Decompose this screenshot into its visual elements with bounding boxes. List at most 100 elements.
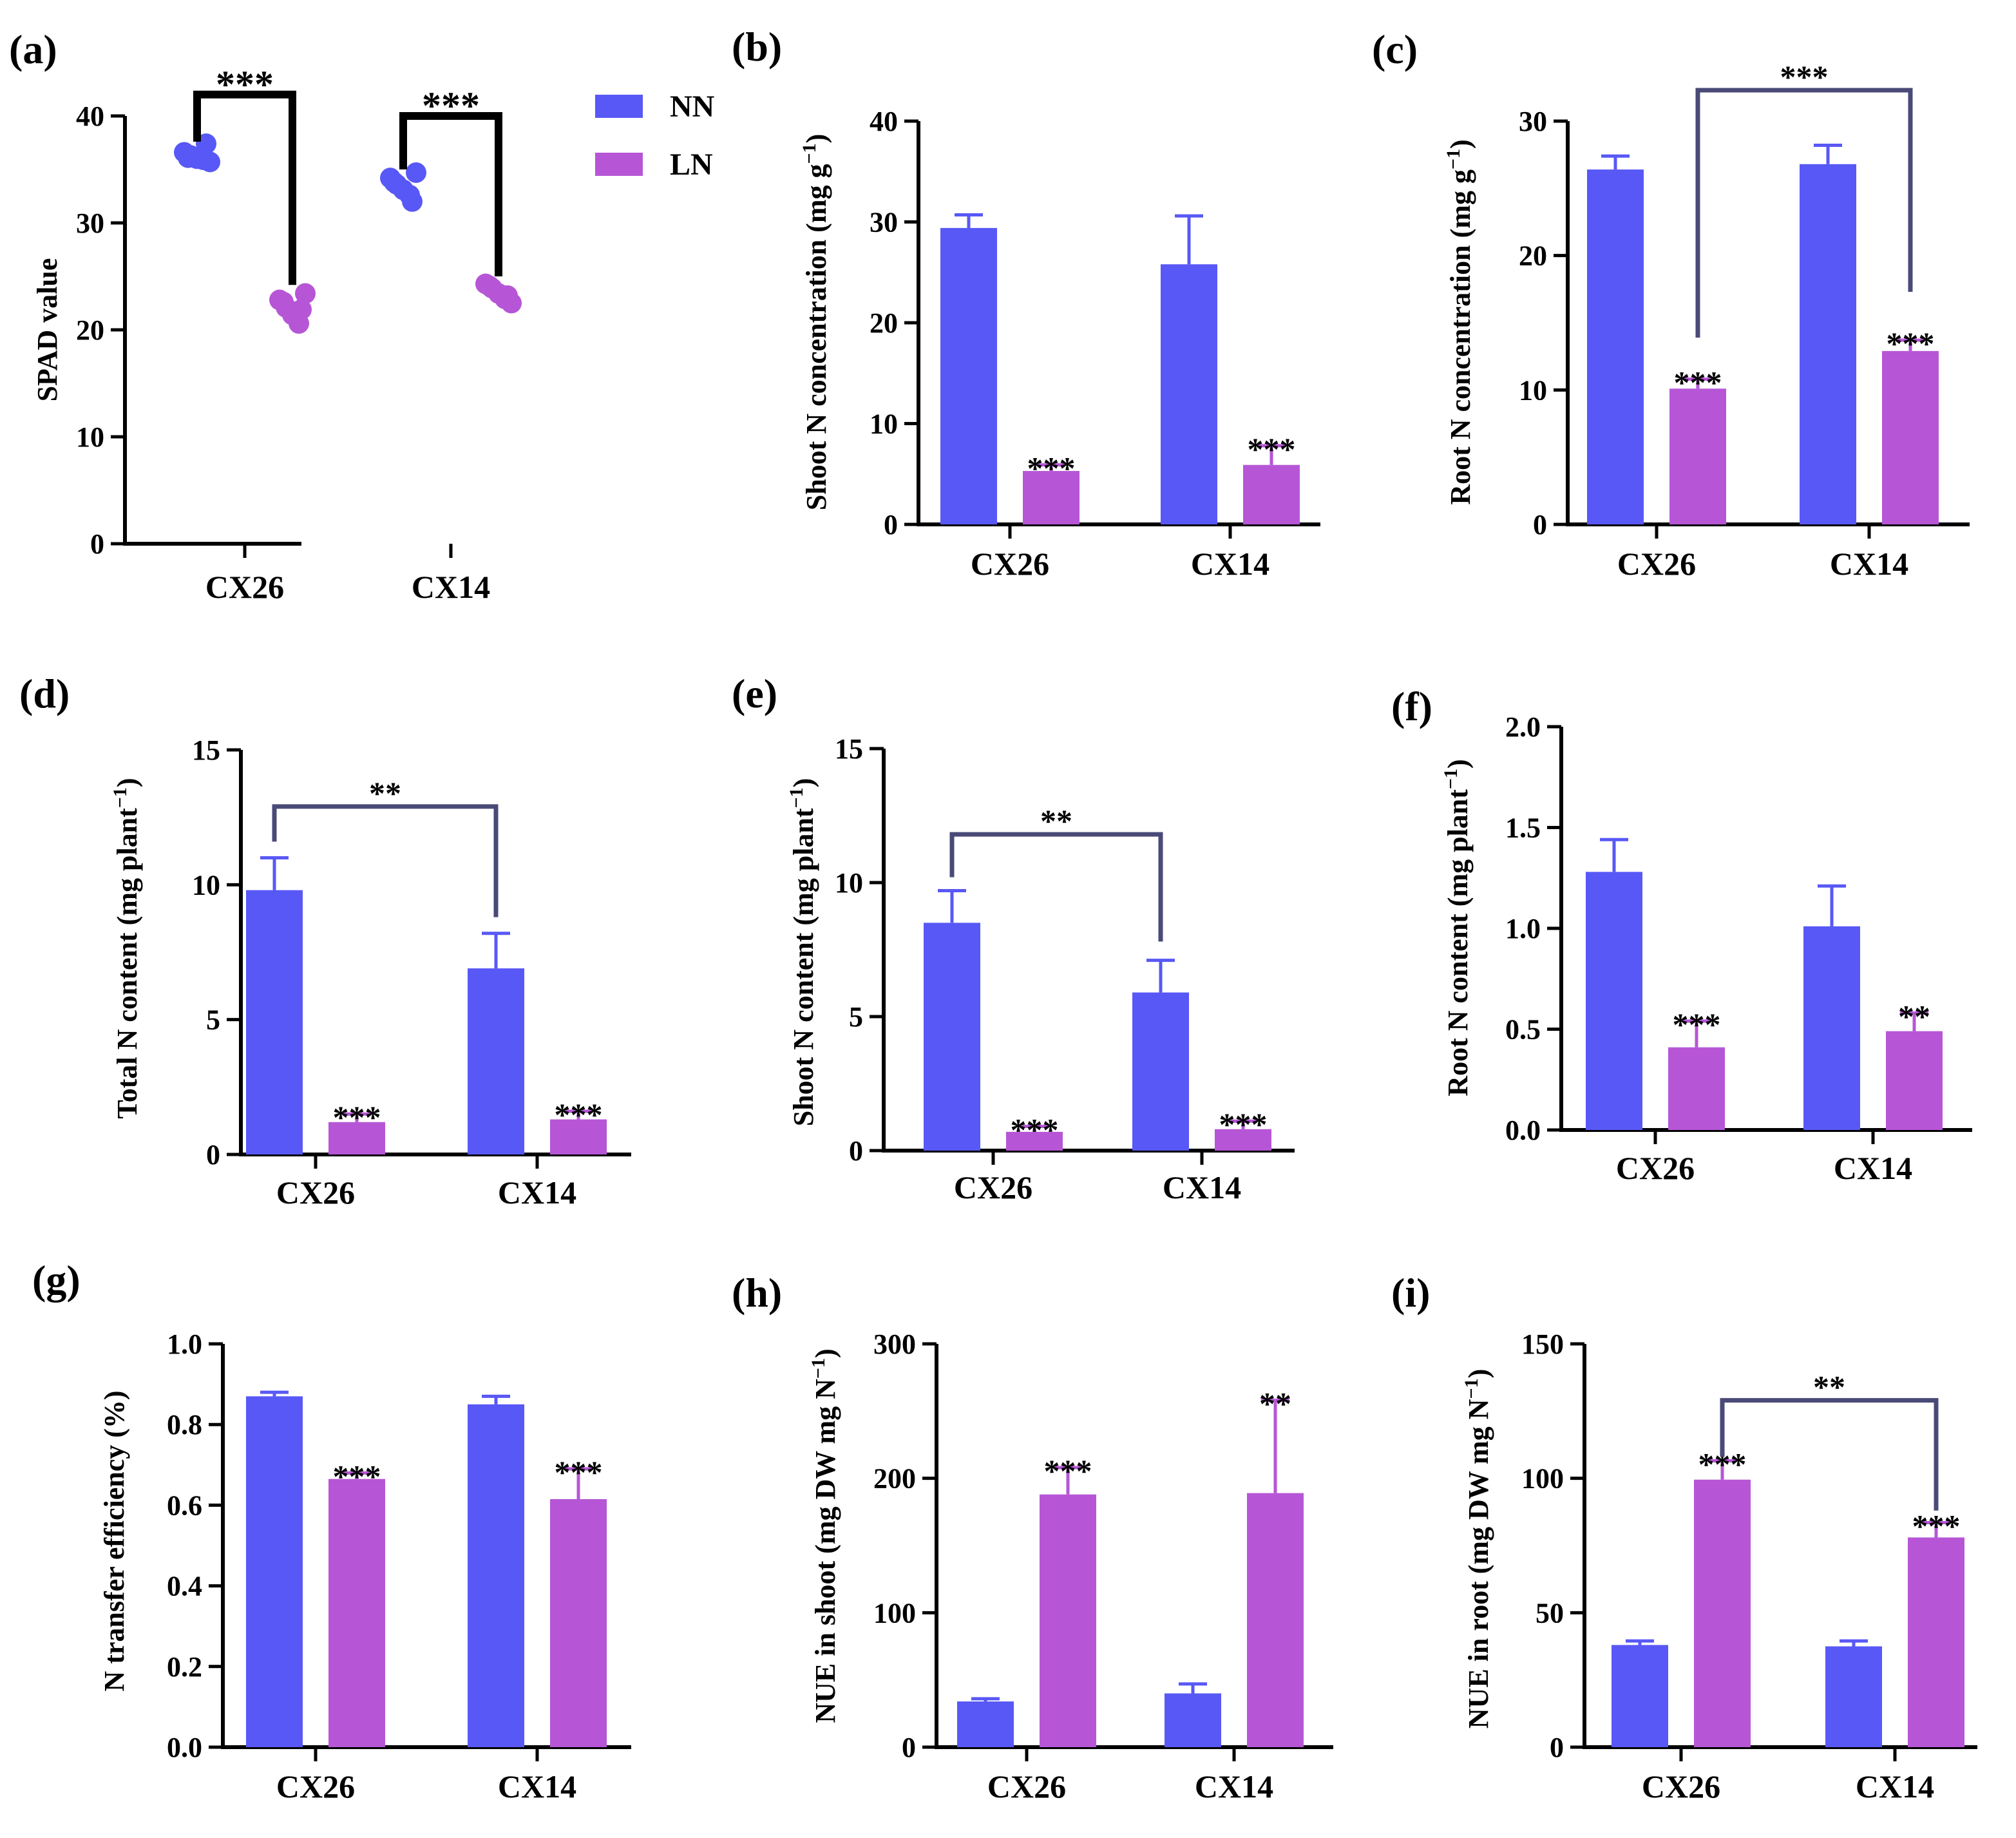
chart-c: 0 10 20 30 CX26 CX14 Root N concentration (mg … bbox=[1443, 59, 1970, 582]
x-tick-label: CX14 bbox=[1834, 1150, 1912, 1186]
bracket-label: *** bbox=[1780, 59, 1829, 95]
x-tick-label: CX26 bbox=[276, 1174, 355, 1211]
y-axis-label-main: NUE in root (mg DW mg N bbox=[1463, 1399, 1494, 1728]
x-tick-label: CX14 bbox=[498, 1174, 576, 1211]
significance-bracket bbox=[1720, 1398, 1939, 1511]
bar-nn bbox=[924, 923, 980, 1151]
y-tick-label: 0 bbox=[1533, 509, 1547, 541]
y-axis-label-main: NUE in shoot (mg DW mg N bbox=[810, 1379, 841, 1723]
y-axis-label-sup: −1 bbox=[799, 143, 820, 164]
x-tick-label: CX26 bbox=[1617, 546, 1696, 582]
panel-label-g: (g) bbox=[32, 1257, 81, 1303]
y-tick-label: 0.2 bbox=[167, 1651, 202, 1683]
significance-label: *** bbox=[555, 1454, 603, 1490]
significance-bracket bbox=[949, 832, 1163, 942]
bar-ln bbox=[1882, 350, 1939, 524]
y-tick-label: 30 bbox=[76, 207, 104, 239]
y-tick-label: 1.0 bbox=[167, 1328, 202, 1360]
y-tick-label: 0 bbox=[884, 509, 898, 541]
x-tick-label: CX14 bbox=[1163, 1169, 1241, 1205]
y-tick-label: 10 bbox=[835, 867, 863, 899]
x-tick-label: CX26 bbox=[1616, 1150, 1695, 1186]
y-axis-label-main: N transfer efficiency (%) bbox=[99, 1390, 130, 1691]
significance-bracket bbox=[1695, 88, 1913, 338]
y-tick-label: 10 bbox=[870, 408, 898, 440]
x-tick-label: CX14 bbox=[412, 569, 490, 605]
y-axis-label-end: ) bbox=[810, 1348, 841, 1358]
bar-nn bbox=[1612, 1645, 1668, 1747]
y-axis-label-end: ) bbox=[1445, 139, 1476, 149]
y-axis-label-end: ) bbox=[1463, 1369, 1494, 1379]
y-tick-label: 150 bbox=[1521, 1328, 1564, 1360]
y-axis-label-sup: −1 bbox=[786, 787, 807, 808]
y-tick-label: 0.0 bbox=[167, 1732, 202, 1763]
panel-label-b: (b) bbox=[732, 24, 783, 70]
chart-f: 0.0 0.5 1.0 1.5 2.0 CX26 CX14 Root N content (m… bbox=[1440, 711, 1972, 1186]
y-axis-label-main: Shoot N concentration (mg g bbox=[801, 164, 832, 511]
y-axis-label-end: ) bbox=[801, 134, 832, 144]
scatter-point-ln bbox=[291, 299, 312, 320]
x-tick-label: CX14 bbox=[1856, 1768, 1934, 1804]
chart-d: 0 5 10 15 CX26 CX14 Total N content (mg plant−… bbox=[109, 734, 631, 1211]
legend-label-nn: NN bbox=[670, 89, 715, 124]
y-tick-label: 30 bbox=[870, 207, 898, 238]
y-axis-label: Shoot N concentration (mg g−1) bbox=[799, 134, 832, 511]
y-tick-label: 5 bbox=[206, 1004, 220, 1036]
bar-ln bbox=[1908, 1537, 1964, 1747]
legend-item-ln: LN bbox=[595, 147, 713, 182]
y-tick-label: 20 bbox=[76, 314, 104, 346]
bracket-label: *** bbox=[422, 84, 480, 127]
y-axis-label: NUE in root (mg DW mg N−1) bbox=[1461, 1369, 1494, 1728]
bar-ln bbox=[328, 1479, 385, 1747]
panel-label-e: (e) bbox=[732, 671, 778, 716]
y-axis-label: Total N content (mg plant−1) bbox=[109, 778, 143, 1118]
chart-e: 0 5 10 15 CX26 CX14 Shoot N content (mg plant−… bbox=[786, 733, 1295, 1205]
y-tick-label: 0.0 bbox=[1505, 1115, 1541, 1146]
bar-ln bbox=[550, 1499, 607, 1747]
x-tick-label: CX26 bbox=[1642, 1768, 1720, 1804]
scatter-point-nn bbox=[402, 191, 423, 212]
y-tick-label: 100 bbox=[873, 1597, 916, 1629]
panel-label-h: (h) bbox=[732, 1270, 783, 1316]
significance-label: *** bbox=[555, 1096, 603, 1133]
x-tick-label: CX26 bbox=[987, 1768, 1066, 1804]
bar-ln bbox=[1040, 1494, 1096, 1747]
legend-label-ln: LN bbox=[670, 147, 713, 182]
legend-item-nn: NN bbox=[595, 89, 715, 124]
legend-swatch-ln bbox=[595, 153, 643, 176]
y-tick-label: 10 bbox=[192, 869, 220, 901]
y-axis-label-sup: −1 bbox=[1461, 1378, 1482, 1399]
scatter-point-nn bbox=[200, 151, 220, 173]
y-axis-label: NUE in shoot (mg DW mg N−1) bbox=[808, 1348, 841, 1723]
y-axis-label: N transfer efficiency (%) bbox=[99, 1390, 130, 1691]
y-axis-label: Shoot N content (mg plant−1) bbox=[786, 778, 819, 1127]
legend: NN LN bbox=[595, 90, 750, 193]
y-tick-label: 30 bbox=[1519, 106, 1547, 137]
y-axis-label-main: Total N content (mg plant bbox=[111, 808, 143, 1119]
bar-ln bbox=[1247, 1493, 1304, 1747]
bar-ln bbox=[1669, 388, 1726, 524]
y-tick-label: 300 bbox=[873, 1328, 916, 1360]
chart-b: 0 10 20 30 40 CX26 CX14 Shoot N concentration (… bbox=[799, 106, 1320, 582]
bar-ln bbox=[1886, 1031, 1943, 1130]
y-tick-label: 20 bbox=[1519, 240, 1547, 272]
bar-ln bbox=[1006, 1131, 1063, 1151]
y-axis-label-main: SPAD value bbox=[32, 258, 63, 402]
bar-nn bbox=[246, 890, 303, 1154]
chart-i: 0 50 100 150 CX26 CX14 NUE in root (mg DW mg N… bbox=[1461, 1328, 1977, 1804]
x-tick-label: CX14 bbox=[1195, 1768, 1273, 1804]
bar-nn bbox=[468, 1404, 524, 1747]
bar-nn bbox=[1825, 1646, 1882, 1747]
significance-label: *** bbox=[1011, 1112, 1059, 1148]
significance-label: *** bbox=[1248, 431, 1296, 467]
y-tick-label: 0.4 bbox=[167, 1571, 202, 1602]
bar-nn bbox=[1803, 926, 1860, 1130]
bracket-label: *** bbox=[216, 63, 274, 106]
y-tick-label: 15 bbox=[192, 734, 220, 766]
y-axis-label: SPAD value bbox=[32, 258, 63, 402]
significance-label: *** bbox=[1887, 325, 1935, 361]
scatter-point-ln bbox=[497, 285, 518, 306]
bar-ln bbox=[328, 1122, 385, 1154]
bar-nn bbox=[1586, 872, 1642, 1130]
